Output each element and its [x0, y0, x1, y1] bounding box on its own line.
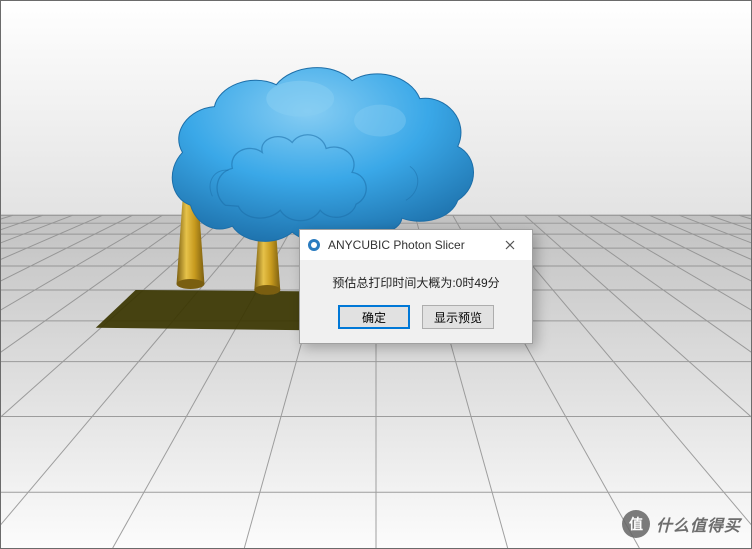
close-icon[interactable] [488, 230, 532, 260]
3d-viewport[interactable]: ANYCUBIC Photon Slicer 预估总打印时间大概为:0时49分 … [0, 0, 752, 549]
dialog-titlebar[interactable]: ANYCUBIC Photon Slicer [300, 230, 532, 260]
watermark-text: 什么值得买 [656, 512, 741, 536]
app-icon [306, 237, 322, 253]
watermark: 值 什么值得买 [622, 510, 741, 538]
print-time-dialog: ANYCUBIC Photon Slicer 预估总打印时间大概为:0时49分 … [299, 229, 533, 344]
dialog-button-row: 确定 显示预览 [300, 299, 532, 343]
ok-button[interactable]: 确定 [338, 305, 410, 329]
dialog-message: 预估总打印时间大概为:0时49分 [300, 260, 532, 299]
dialog-title: ANYCUBIC Photon Slicer [328, 238, 488, 252]
show-preview-button[interactable]: 显示预览 [422, 305, 494, 329]
watermark-badge: 值 [622, 510, 650, 538]
